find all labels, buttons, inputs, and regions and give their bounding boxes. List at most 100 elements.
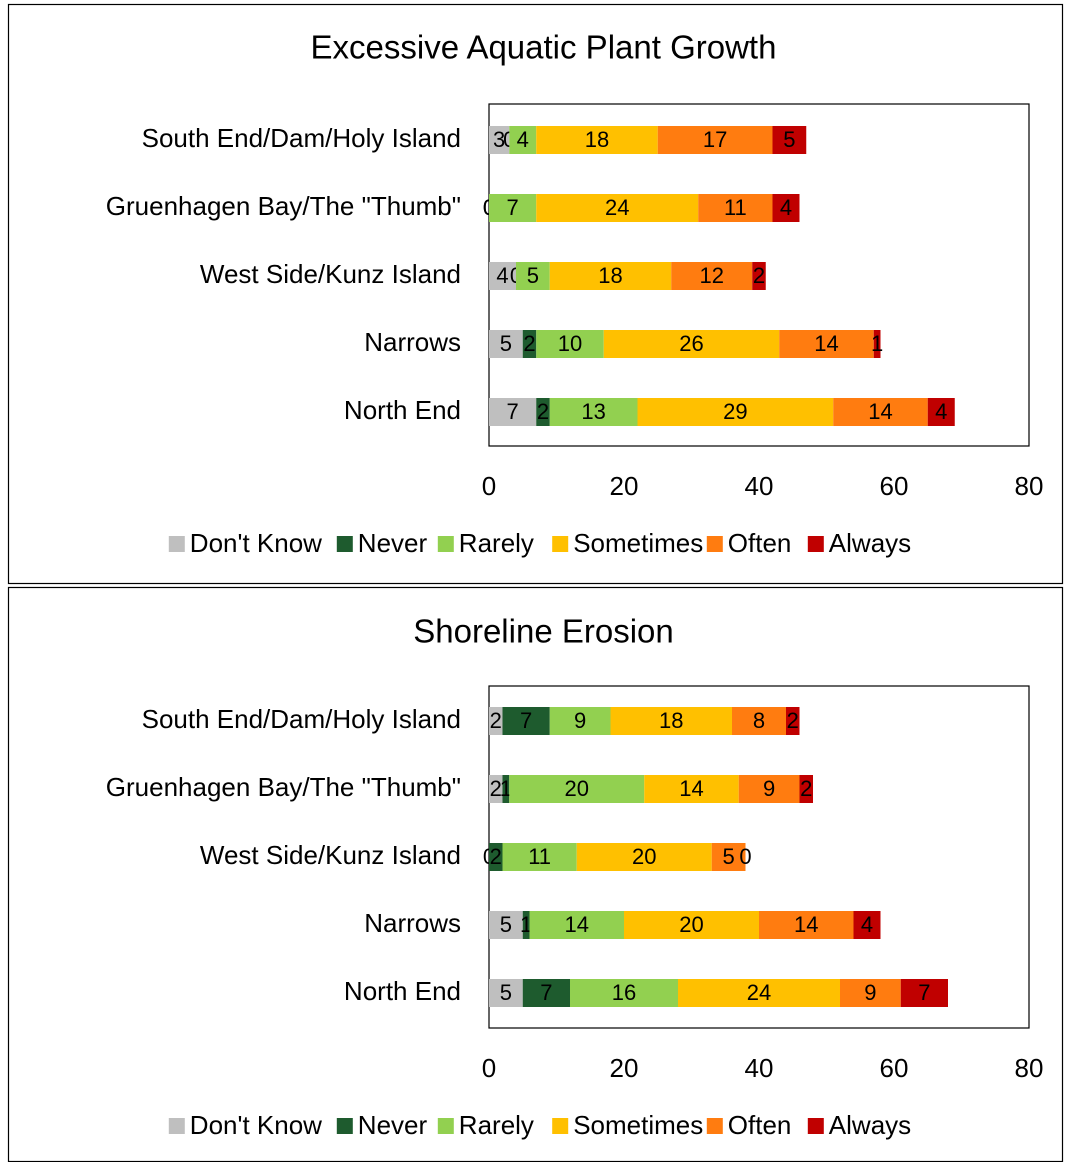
data-label: 24 xyxy=(605,195,629,220)
chart-1: Excessive Aquatic Plant Growth 0 20 40 60 80 S… xyxy=(9,5,1063,584)
data-label: 2 xyxy=(537,399,549,424)
legend-label: Rarely xyxy=(459,528,534,558)
bar-always: 1 xyxy=(871,330,883,358)
legend-swatch xyxy=(707,1118,723,1134)
x-tick-label: 60 xyxy=(880,471,909,501)
legend-swatch xyxy=(337,1118,353,1134)
legend-item-don-t-know: Don't Know xyxy=(169,528,322,558)
data-label: 4 xyxy=(861,912,873,937)
bar-don-t-know: 7 xyxy=(489,398,536,426)
legend-swatch xyxy=(808,536,824,552)
bar-often: 11 xyxy=(698,194,772,222)
data-label: 0 xyxy=(739,844,751,869)
bar-often: 12 xyxy=(671,262,752,290)
legend-item-never: Never xyxy=(337,528,428,558)
data-label: 11 xyxy=(724,195,747,220)
legend-swatch xyxy=(808,1118,824,1134)
legend-item-always: Always xyxy=(808,1110,911,1140)
data-label: 13 xyxy=(581,399,605,424)
bar-rarely: 16 xyxy=(570,979,678,1007)
legend-swatch xyxy=(438,1118,454,1134)
data-label: 2 xyxy=(800,776,812,801)
legend-swatch xyxy=(552,1118,568,1134)
bar-often: 9 xyxy=(840,979,901,1007)
data-label: 9 xyxy=(574,708,586,733)
data-label: 9 xyxy=(763,776,775,801)
category-label: Gruenhagen Bay/The "Thumb" xyxy=(106,772,461,802)
bar-always: 4 xyxy=(773,194,800,222)
data-label: 5 xyxy=(500,912,512,937)
bar-rarely: 13 xyxy=(550,398,638,426)
data-label: 7 xyxy=(507,195,519,220)
legend-label: Rarely xyxy=(459,1110,534,1140)
bar-rarely: 20 xyxy=(509,775,644,803)
bar-sometimes: 26 xyxy=(604,330,780,358)
bar-always: 2 xyxy=(752,262,766,290)
legend: Don't Know Never Rarely Sometimes Often Alway… xyxy=(169,1110,911,1140)
bar-never: 2 xyxy=(489,843,503,871)
data-label: 9 xyxy=(864,980,876,1005)
data-label: 7 xyxy=(540,980,552,1005)
data-label: 24 xyxy=(747,980,771,1005)
data-label: 4 xyxy=(935,399,947,424)
category-label: North End xyxy=(344,395,461,425)
data-label: 14 xyxy=(794,912,818,937)
x-tick-label: 60 xyxy=(880,1053,909,1083)
data-label: 4 xyxy=(496,263,508,288)
bar-rarely: 4 xyxy=(509,126,536,154)
legend-label: Always xyxy=(829,1110,911,1140)
data-label: 10 xyxy=(558,331,582,356)
bar-don-t-know: 2 xyxy=(489,707,503,735)
bar-often: 14 xyxy=(779,330,874,358)
data-label: 12 xyxy=(700,263,724,288)
x-tick-label: 0 xyxy=(482,471,496,501)
bar-never: 2 xyxy=(536,398,550,426)
bar-don-t-know: 5 xyxy=(489,911,523,939)
data-label: 20 xyxy=(565,776,589,801)
bar-sometimes: 18 xyxy=(550,262,672,290)
category-label: North End xyxy=(344,976,461,1006)
data-label: 26 xyxy=(679,331,703,356)
legend-label: Never xyxy=(358,528,428,558)
legend-item-sometimes: Sometimes xyxy=(552,528,703,558)
data-label: 18 xyxy=(659,708,683,733)
data-label: 14 xyxy=(565,912,589,937)
data-label: 2 xyxy=(787,708,799,733)
legend-swatch xyxy=(169,536,185,552)
data-label: 5 xyxy=(500,331,512,356)
legend-item-rarely: Rarely xyxy=(438,528,534,558)
legend-item-always: Always xyxy=(808,528,911,558)
category-label: West Side/Kunz Island xyxy=(200,840,461,870)
bar-always: 7 xyxy=(901,979,948,1007)
x-tick-label: 20 xyxy=(610,471,639,501)
data-label: 1 xyxy=(871,331,883,356)
bar-always: 2 xyxy=(786,707,800,735)
data-label: 5 xyxy=(723,844,735,869)
chart-title: Excessive Aquatic Plant Growth xyxy=(311,29,777,66)
x-tick-label: 0 xyxy=(482,1053,496,1083)
data-label: 7 xyxy=(507,399,519,424)
legend-label: Don't Know xyxy=(190,1110,322,1140)
bar-often: 9 xyxy=(739,775,800,803)
data-label: 7 xyxy=(520,708,532,733)
data-label: 2 xyxy=(753,263,765,288)
data-label: 5 xyxy=(500,980,512,1005)
data-label: 20 xyxy=(632,844,656,869)
data-label: 2 xyxy=(490,844,502,869)
category-label: Gruenhagen Bay/The "Thumb" xyxy=(106,191,461,221)
legend-item-never: Never xyxy=(337,1110,428,1140)
legend-item-rarely: Rarely xyxy=(438,1110,534,1140)
legend-item-sometimes: Sometimes xyxy=(552,1110,703,1140)
bar-always: 4 xyxy=(854,911,881,939)
bar-often: 17 xyxy=(658,126,773,154)
bar-rarely: 9 xyxy=(550,707,611,735)
chart-title: Shoreline Erosion xyxy=(413,613,674,650)
bar-sometimes: 18 xyxy=(611,707,733,735)
legend-label: Often xyxy=(728,1110,792,1140)
x-tick-label: 80 xyxy=(1015,1053,1044,1083)
category-label: Narrows xyxy=(364,327,461,357)
legend-swatch xyxy=(169,1118,185,1134)
